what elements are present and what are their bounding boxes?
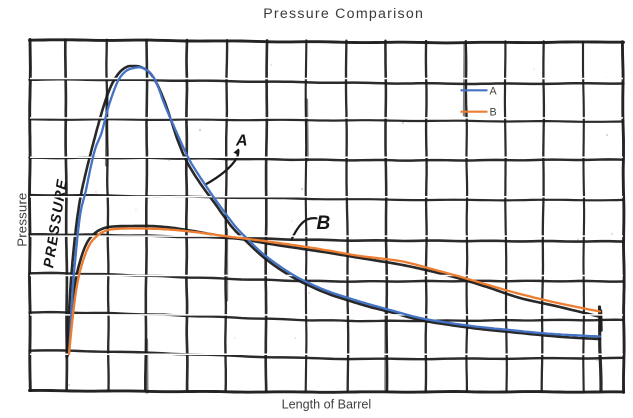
svg-text:B: B: [317, 213, 331, 234]
svg-text:B: B: [490, 107, 497, 119]
svg-text:Pressure: Pressure: [14, 192, 29, 246]
svg-text:A: A: [235, 133, 248, 150]
svg-text:Length of Barrel: Length of Barrel: [282, 397, 372, 411]
svg-text:A: A: [490, 85, 498, 97]
svg-text:Pressure Comparison: Pressure Comparison: [263, 6, 424, 22]
